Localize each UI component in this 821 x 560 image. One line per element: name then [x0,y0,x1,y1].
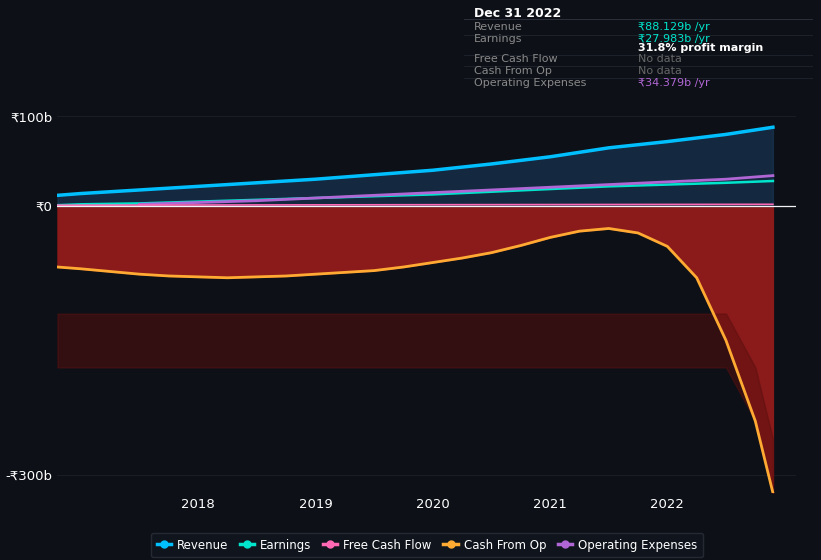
Text: No data: No data [639,54,682,64]
Text: Free Cash Flow: Free Cash Flow [475,54,558,64]
Text: Revenue: Revenue [475,22,523,32]
Text: Earnings: Earnings [475,34,523,44]
Text: Operating Expenses: Operating Expenses [475,78,587,88]
Text: Dec 31 2022: Dec 31 2022 [475,7,562,20]
Text: Cash From Op: Cash From Op [475,66,553,76]
Text: No data: No data [639,66,682,76]
Legend: Revenue, Earnings, Free Cash Flow, Cash From Op, Operating Expenses: Revenue, Earnings, Free Cash Flow, Cash … [151,533,703,557]
Text: ₹27.983b /yr: ₹27.983b /yr [639,34,710,44]
Text: 31.8% profit margin: 31.8% profit margin [639,43,764,53]
Text: ₹88.129b /yr: ₹88.129b /yr [639,22,710,32]
Text: ₹34.379b /yr: ₹34.379b /yr [639,78,710,88]
